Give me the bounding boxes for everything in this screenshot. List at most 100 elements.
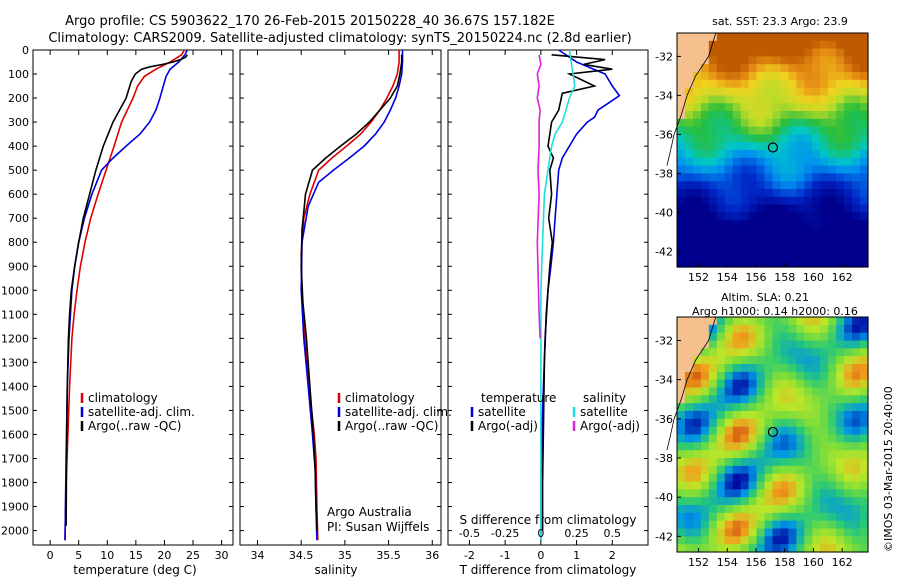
sla-map-cell [788,465,797,475]
sst-map-cell [820,259,829,268]
sst-map-cell [764,259,774,268]
sla-map-cell [860,544,869,553]
sst-map-cell [796,48,805,57]
sla-map-cell [700,379,710,389]
sst-map-cell [796,196,805,206]
sst-map-cell [732,56,742,65]
sla-map-cell [852,442,861,451]
sst-map-cell [684,33,694,42]
depth-tick-label: 300 [8,116,29,129]
sla-map-cell [700,489,710,498]
sst-map-cell [684,48,694,57]
sla-map-cell [700,340,710,349]
difference-xtick-label: 0 [537,549,544,562]
sla-map-cell [716,418,726,428]
sla-map-cell [748,505,758,514]
sst-map-cell [772,150,782,159]
sla-map-cell [796,450,805,459]
depth-tick-label: 100 [8,68,29,81]
sla-map-cell [836,387,845,396]
sst-map-cell [756,157,766,167]
sla-map-cell [732,411,742,420]
sla-map-cell [772,340,782,349]
sst-map-cell [804,72,813,81]
sst-map-cell [820,220,829,229]
sla-map-cell [804,512,813,522]
sla-map-cell [732,505,742,514]
sla-map-cell [756,356,766,365]
sla-map-cell [700,426,710,436]
sst-map-cell [716,157,726,167]
sla-map-cell [732,371,742,381]
sst-map-cell [844,103,853,112]
sst-map-cell [820,157,829,167]
sst-map-cell [804,212,813,221]
sst-map-cell [740,142,750,151]
sla-map-cell [756,544,766,553]
sst-map-cell [828,165,837,174]
sla-map-cell [724,395,734,404]
sla-map-cell [788,340,797,349]
sla-map-cell [820,465,829,475]
sst-map-cell [844,204,853,213]
sst-map-cell [764,228,774,237]
sla-map-cell [780,395,790,404]
sst-map-cell [740,95,750,104]
sst-map-frame [676,32,869,268]
sla-map-cell [860,481,869,490]
sst-map-cell [820,33,829,42]
sst-map-cell [708,173,718,182]
sla-map-cell [828,450,837,459]
sst-map-cell [684,64,694,73]
sst-map-cell [732,33,742,42]
sst-map-cell [852,64,861,73]
sla-map-cell [812,317,821,326]
sla-map-cell [788,426,797,436]
sla-map-cell [708,434,718,443]
sla-map-cell [796,520,805,530]
sst-map-cell [740,150,750,159]
sst-map-cell [804,235,813,245]
sst-map-cell [684,259,694,268]
sla-map-cell [828,332,837,342]
depth-tick-label: 1000 [1,284,29,297]
difference-series-line [541,54,613,531]
sst-map-cell [692,259,702,268]
sst-map-cell [724,196,734,206]
sst-map-cell [812,196,821,206]
sla-map-cell [764,371,774,381]
sla-map-cell [740,512,750,522]
sla-map-cell [828,544,837,553]
depth-tick-label: 500 [8,164,29,177]
sst-map-cell [812,235,821,245]
sst-map-cell [796,212,805,221]
sst-map-cell [724,204,734,213]
sla-map-cell [677,450,686,459]
sst-map-cell [708,189,718,198]
sst-map-cell [844,95,853,104]
sst-map-cell [772,259,782,268]
sla-map-cell [748,403,758,412]
sla-map-cell [724,411,734,420]
depth-tick-label: 1100 [1,308,29,321]
sla-map-cell [820,395,829,404]
sst-map-cell [716,212,726,221]
sla-map-cell [748,512,758,522]
sla-map-cell [852,411,861,420]
sst-map-cell [700,150,710,159]
sst-map-cell [860,72,869,81]
sst-map-cell [836,212,845,221]
sla-map-cell [844,348,853,357]
sla-map-cell [716,387,726,396]
sst-map-cell [764,95,774,104]
sla-map-cell [764,450,774,459]
sla-map-cell [677,340,686,349]
sst-map-cell [692,33,702,42]
sla-map-cell [708,544,718,553]
sla-map-cell [684,544,694,553]
sla-map-cell [836,536,845,545]
sla-map-cell [748,528,758,537]
sst-map-cell [732,87,742,96]
sla-map-cell [796,395,805,404]
sla-map-cell [828,395,837,404]
